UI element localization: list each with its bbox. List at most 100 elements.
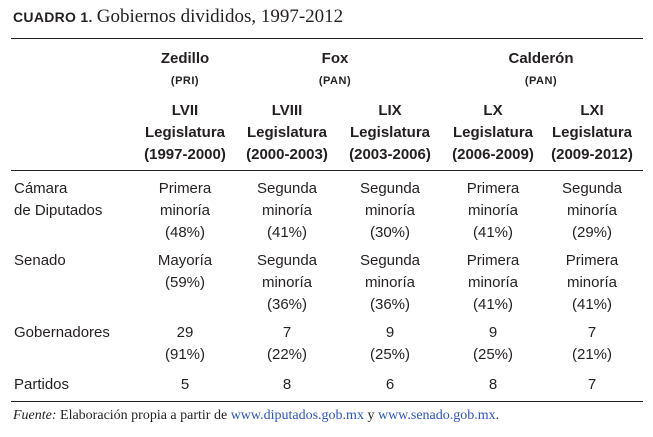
legislature-years: (2006-2009) bbox=[452, 146, 534, 163]
source-label: Fuente: bbox=[13, 408, 57, 423]
cell-line: (36%) bbox=[369, 296, 410, 313]
cell-line: minoría bbox=[566, 274, 618, 291]
president-header-zedillo: Zedillo (PRI) bbox=[133, 48, 237, 92]
diputados-link[interactable]: www.diputados.gob.mx bbox=[230, 408, 364, 423]
legislature-word: Legislatura bbox=[551, 124, 633, 141]
senado-link[interactable]: www.senado.gob.mx bbox=[377, 408, 496, 423]
table-cell: Mayoría (59%) bbox=[133, 250, 237, 294]
row-label-line: Senado bbox=[14, 252, 66, 269]
row-label-camara: Cámara de Diputados bbox=[14, 178, 102, 222]
cell-line: 5 bbox=[180, 376, 190, 393]
table-title: CUADRO 1. Gobiernos divididos, 1997-2012 bbox=[13, 6, 343, 28]
table-title-text: Gobiernos divididos, 1997-2012 bbox=[96, 6, 344, 27]
table-cell: Primera minoría (41%) bbox=[441, 178, 545, 244]
cell-line: (41%) bbox=[472, 296, 513, 313]
cell-line: (22%) bbox=[266, 346, 307, 363]
legislature-word: Legislatura bbox=[452, 124, 534, 141]
legislature-number: LVII bbox=[171, 102, 199, 119]
legislature-years: (2009-2012) bbox=[551, 146, 633, 163]
row-label-line: Gobernadores bbox=[14, 324, 110, 341]
row-label-senado: Senado bbox=[14, 250, 66, 272]
row-label-gobernadores: Gobernadores bbox=[14, 322, 110, 344]
president-name: Calderón bbox=[508, 50, 574, 67]
president-party: (PRI) bbox=[170, 75, 200, 87]
cell-line: (25%) bbox=[369, 346, 410, 363]
cell-line: minoría bbox=[159, 202, 211, 219]
cell-line: (59%) bbox=[164, 274, 205, 291]
cell-line: Primera bbox=[565, 252, 619, 269]
source-conj: y bbox=[367, 408, 375, 423]
legislature-number: LVIII bbox=[271, 102, 303, 119]
cell-line: minoría bbox=[261, 274, 313, 291]
cell-line: (36%) bbox=[266, 296, 307, 313]
cell-line: Primera bbox=[158, 180, 212, 197]
table-cell: Segunda minoría (29%) bbox=[540, 178, 644, 244]
cell-line: 6 bbox=[385, 376, 395, 393]
row-label-line: Partidos bbox=[14, 376, 70, 393]
president-party: (PAN) bbox=[524, 75, 558, 87]
cell-line: 7 bbox=[282, 324, 292, 341]
bottom-rule bbox=[11, 401, 643, 402]
legislature-number: LIX bbox=[378, 102, 402, 119]
table-cell: Primera minoría (41%) bbox=[441, 250, 545, 316]
legislature-years: (2003-2006) bbox=[349, 146, 431, 163]
table-cell: 9 (25%) bbox=[338, 322, 442, 366]
legislature-header-lviii: LVIII Legislatura (2000-2003) bbox=[235, 100, 339, 166]
cell-line: Mayoría bbox=[157, 252, 213, 269]
table-cell: 5 bbox=[133, 374, 237, 396]
source-text: Elaboración propia a partir de bbox=[60, 408, 228, 423]
table-cell: Primera minoría (41%) bbox=[540, 250, 644, 316]
legislature-number: LXI bbox=[580, 102, 604, 119]
legislature-word: Legislatura bbox=[246, 124, 328, 141]
row-label-line: Cámara bbox=[14, 180, 68, 197]
table-cell: Segunda minoría (36%) bbox=[338, 250, 442, 316]
cell-line: Segunda bbox=[561, 180, 623, 197]
cell-line: (21%) bbox=[571, 346, 612, 363]
cell-line: (41%) bbox=[266, 224, 307, 241]
cell-line: Segunda bbox=[359, 252, 421, 269]
legislature-number: LX bbox=[483, 102, 503, 119]
table-cell: 6 bbox=[338, 374, 442, 396]
cell-line: Segunda bbox=[256, 180, 318, 197]
president-header-fox: Fox (PAN) bbox=[235, 48, 435, 92]
legislature-years: (1997-2000) bbox=[144, 146, 226, 163]
cell-line: (41%) bbox=[472, 224, 513, 241]
cell-line: (91%) bbox=[164, 346, 205, 363]
cell-line: (48%) bbox=[164, 224, 205, 241]
legislature-header-lix: LIX Legislatura (2003-2006) bbox=[338, 100, 442, 166]
president-header-calderon: Calderón (PAN) bbox=[441, 48, 641, 92]
legislature-years: (2000-2003) bbox=[246, 146, 328, 163]
source-note: Fuente: Elaboración propia a partir de w… bbox=[13, 408, 499, 424]
top-rule bbox=[11, 38, 643, 39]
table-cell: 7 bbox=[540, 374, 644, 396]
cell-line: (41%) bbox=[571, 296, 612, 313]
cell-line: (29%) bbox=[571, 224, 612, 241]
cell-line: (25%) bbox=[472, 346, 513, 363]
row-label-partidos: Partidos bbox=[14, 374, 69, 396]
table-cell: 29 (91%) bbox=[133, 322, 237, 366]
legislature-header-lvii: LVII Legislatura (1997-2000) bbox=[133, 100, 237, 166]
table-cell: 7 (21%) bbox=[540, 322, 644, 366]
cell-line: minoría bbox=[364, 202, 416, 219]
cell-line: minoría bbox=[261, 202, 313, 219]
source-end: . bbox=[495, 408, 500, 423]
table-cell: 8 bbox=[235, 374, 339, 396]
table-cell: Segunda minoría (30%) bbox=[338, 178, 442, 244]
cell-line: (30%) bbox=[369, 224, 410, 241]
cell-line: 8 bbox=[488, 376, 498, 393]
president-name: Fox bbox=[321, 50, 349, 67]
cell-line: minoría bbox=[467, 274, 519, 291]
cell-line: 9 bbox=[385, 324, 395, 341]
table-cell: 9 (25%) bbox=[441, 322, 545, 366]
president-name: Zedillo bbox=[160, 50, 210, 67]
table-cell: 7 (22%) bbox=[235, 322, 339, 366]
president-party: (PAN) bbox=[318, 75, 352, 87]
cell-line: 8 bbox=[282, 376, 292, 393]
cell-line: 29 bbox=[176, 324, 194, 341]
cell-line: Segunda bbox=[359, 180, 421, 197]
legislature-header-lx: LX Legislatura (2006-2009) bbox=[441, 100, 545, 166]
cell-line: minoría bbox=[467, 202, 519, 219]
cell-line: minoría bbox=[566, 202, 618, 219]
table-tag: CUADRO 1. bbox=[13, 9, 93, 25]
row-label-line: de Diputados bbox=[14, 202, 103, 219]
